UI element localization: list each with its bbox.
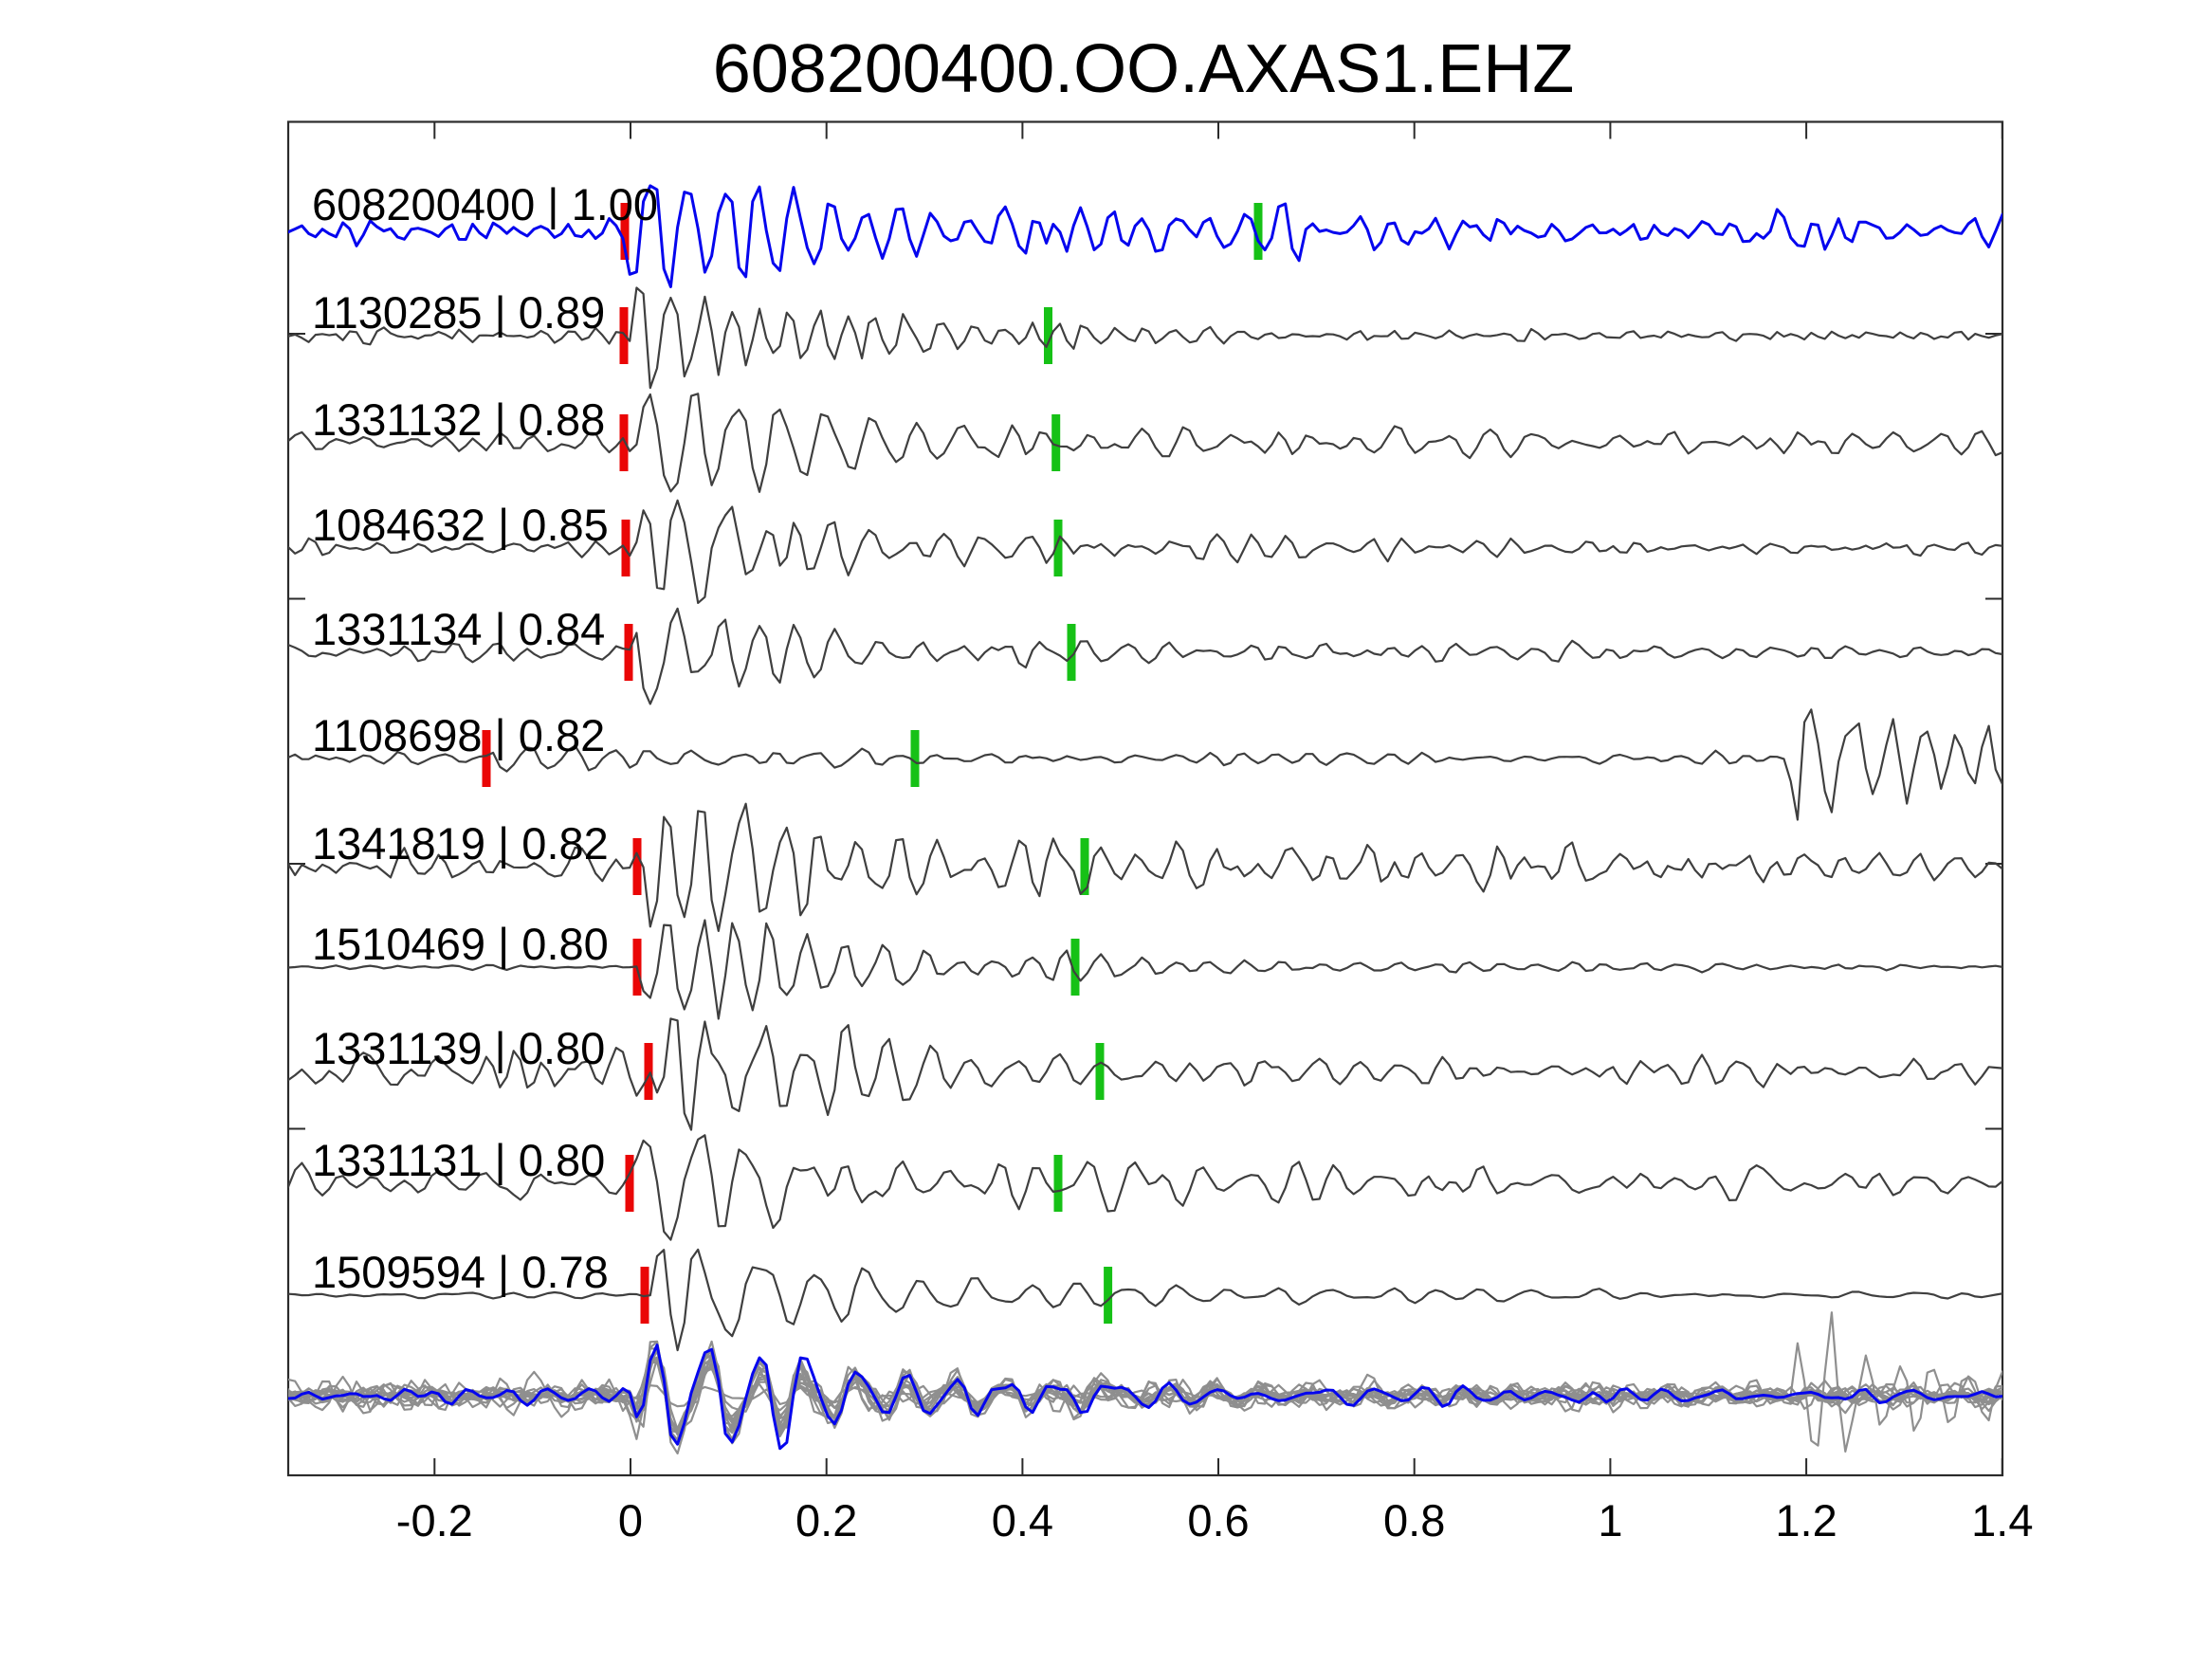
svg-text:-0.2: -0.2 [396,1495,473,1545]
svg-text:608200400.OO.AXAS1.EHZ: 608200400.OO.AXAS1.EHZ [713,31,1575,107]
svg-text:0.4: 0.4 [992,1495,1053,1545]
svg-text:1: 1 [1598,1495,1622,1545]
svg-text:1331131 | 0.80: 1331131 | 0.80 [312,1135,605,1185]
svg-text:0.6: 0.6 [1187,1495,1249,1545]
svg-text:0.8: 0.8 [1383,1495,1445,1545]
svg-text:1331132 | 0.88: 1331132 | 0.88 [312,394,605,445]
svg-text:1331134 | 0.84: 1331134 | 0.84 [312,604,605,654]
svg-text:1341819 | 0.82: 1341819 | 0.82 [312,818,609,869]
svg-text:1108698 | 0.82: 1108698 | 0.82 [312,710,605,760]
svg-text:1.2: 1.2 [1775,1495,1837,1545]
svg-text:1130285 | 0.89: 1130285 | 0.89 [312,287,605,338]
svg-text:1331139 | 0.80: 1331139 | 0.80 [312,1023,605,1073]
svg-text:0.2: 0.2 [795,1495,857,1545]
svg-text:1084632 | 0.85: 1084632 | 0.85 [312,500,609,550]
svg-text:1.4: 1.4 [1971,1495,2033,1545]
svg-text:1510469 | 0.80: 1510469 | 0.80 [312,919,609,969]
svg-text:0: 0 [618,1495,643,1545]
svg-text:608200400 | 1.00: 608200400 | 1.00 [312,179,658,229]
svg-text:1509594 | 0.78: 1509594 | 0.78 [312,1247,609,1297]
